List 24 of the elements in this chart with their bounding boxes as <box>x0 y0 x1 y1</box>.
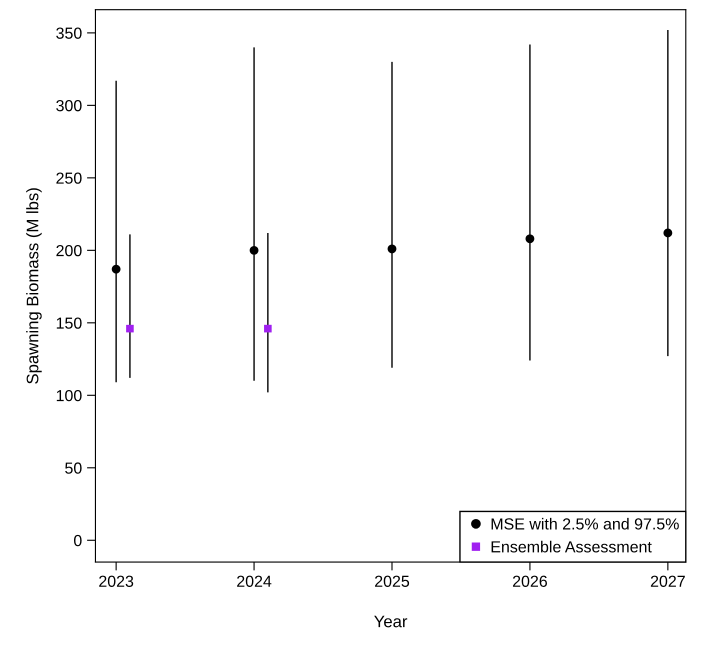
y-tick-label: 300 <box>56 100 82 112</box>
point <box>250 246 258 255</box>
y-tick-label: 150 <box>56 317 82 329</box>
point <box>112 264 121 274</box>
x-tick-label: 2024 <box>237 576 272 587</box>
y-tick-label: 0 <box>74 534 82 546</box>
legend-label: Ensemble Assessment <box>492 540 652 552</box>
legend-label: MSE with 2.5% and 97.5% <box>492 518 679 530</box>
x-tick-label: 2023 <box>99 576 134 587</box>
point <box>126 324 134 332</box>
y-tick-label: 200 <box>56 244 82 256</box>
x-axis-title: Year <box>374 616 408 628</box>
x-tick-label: 2027 <box>650 576 685 587</box>
x-tick-label: 2025 <box>375 576 410 587</box>
x-tick-label: 2026 <box>512 576 547 587</box>
point <box>526 234 534 244</box>
y-tick-label: 250 <box>56 172 82 184</box>
point <box>663 228 672 238</box>
y-tick-label: 100 <box>56 390 82 402</box>
y-tick-label: 350 <box>56 28 82 39</box>
point <box>388 244 396 254</box>
y-axis-title: Spawning Biomass (M lbs) <box>26 188 42 384</box>
point <box>264 324 272 332</box>
y-tick-label: 50 <box>65 462 82 474</box>
